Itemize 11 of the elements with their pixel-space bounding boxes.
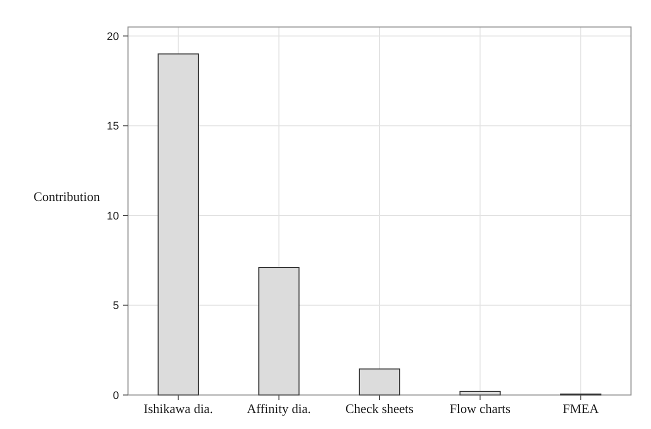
x-tick-label: Check sheets: [345, 401, 414, 416]
y-tick-label: 15: [106, 120, 119, 133]
y-tick-label: 0: [112, 390, 119, 402]
x-tick-label: Ishikawa dia.: [144, 401, 213, 416]
x-tick-label: FMEA: [562, 401, 600, 416]
x-tick-label: Flow charts: [450, 401, 511, 416]
y-axis-title: Contribution: [34, 189, 100, 204]
x-tick-label: Affinity dia.: [246, 401, 311, 416]
y-tick-label: 5: [112, 300, 119, 312]
y-tick-label: 20: [106, 30, 119, 43]
y-tick-label: 10: [106, 210, 119, 222]
